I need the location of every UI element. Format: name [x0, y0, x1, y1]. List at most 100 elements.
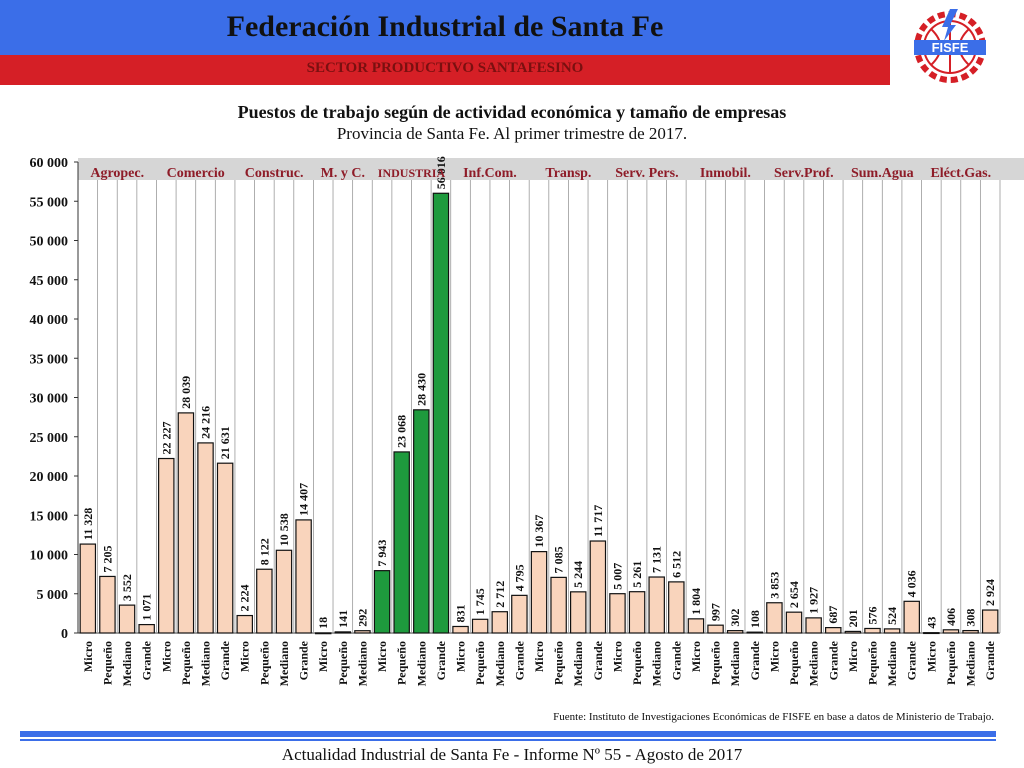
bar-value-label: 18 [316, 617, 330, 629]
bar-value-label: 6 512 [669, 551, 683, 578]
bar [373, 570, 391, 634]
bar-value-label: 5 261 [630, 561, 644, 588]
bar [491, 611, 509, 634]
x-tick-label: Mediano [728, 641, 742, 686]
x-tick-label: Grande [512, 640, 526, 680]
x-tick-label: Micro [159, 641, 173, 672]
x-tick-label: Pequeño [630, 641, 644, 685]
bar-value-label: 24 216 [199, 406, 213, 439]
x-tick-label: Pequeño [100, 641, 114, 685]
x-tick-label: Micro [532, 641, 546, 672]
sector-label: Sum.Agua [851, 166, 914, 181]
logo-text: FISFE [932, 40, 969, 55]
bar-value-label: 201 [846, 609, 860, 627]
bar-value-label: 5 007 [610, 563, 624, 590]
y-tick-label: 20 000 [30, 470, 69, 485]
bar-value-label: 1 927 [807, 587, 821, 614]
bar [413, 409, 430, 634]
y-tick-label: 5 000 [37, 588, 69, 603]
x-tick-label: Grande [748, 640, 762, 680]
x-tick-label: Pequeño [787, 641, 801, 685]
bar-value-label: 2 224 [238, 585, 252, 612]
sector-label: Inf.Com. [463, 166, 517, 181]
bar-value-label: 7 205 [100, 545, 114, 572]
bar-value-label: 406 [944, 608, 958, 626]
x-tick-label: Pequeño [179, 641, 193, 685]
bar [923, 632, 940, 635]
bar [432, 192, 450, 634]
y-tick-label: 30 000 [30, 392, 69, 407]
bar-value-label: 4 036 [905, 570, 919, 597]
y-tick-label: 0 [61, 627, 68, 642]
x-tick-label: Pequeño [395, 641, 409, 685]
bar-value-label: 1 071 [140, 594, 154, 621]
bar [216, 462, 234, 634]
bar-value-label: 11 717 [591, 505, 605, 537]
y-tick-label: 50 000 [30, 235, 69, 250]
x-tick-label: Mediano [571, 641, 585, 686]
sector-label: INDUSTRIA [378, 166, 446, 180]
header-subband [0, 55, 890, 85]
x-tick-label: Micro [767, 641, 781, 672]
sector-label: Agropec. [90, 166, 144, 181]
bar-value-label: 23 068 [395, 415, 409, 448]
sector-label: Serv. Pers. [615, 166, 678, 181]
x-tick-label: Grande [218, 640, 232, 680]
x-tick-label: Micro [454, 641, 468, 672]
bar [864, 627, 881, 634]
x-tick-label: Micro [81, 641, 95, 672]
sector-label: Construc. [245, 166, 304, 181]
y-tick-label: 40 000 [30, 313, 69, 328]
sector-label: Inmobil. [700, 166, 751, 181]
bar-value-label: 141 [336, 610, 350, 628]
x-tick-label: Mediano [277, 641, 291, 686]
bar [295, 519, 312, 634]
source-note: Fuente: Instituto de Investigaciones Eco… [553, 711, 994, 723]
bar-value-label: 108 [748, 610, 762, 628]
bar-value-label: 1 745 [473, 588, 487, 615]
chart-subtitle: Provincia de Santa Fe. Al primer trimest… [336, 124, 688, 143]
bar-value-label: 1 804 [689, 588, 703, 615]
x-tick-label: Grande [669, 640, 683, 680]
bar-value-label: 10 538 [277, 513, 291, 546]
bar [138, 623, 155, 634]
sector-label: M. y C. [321, 166, 365, 181]
bar-value-label: 576 [865, 606, 879, 624]
bar-value-label: 28 039 [179, 376, 193, 409]
x-tick-label: Micro [689, 641, 703, 672]
bar-value-label: 5 244 [571, 561, 585, 588]
bar [825, 627, 842, 634]
bar-value-label: 831 [454, 604, 468, 622]
bar-value-label: 2 654 [787, 581, 801, 608]
sector-label: Transp. [545, 166, 591, 181]
x-tick-label: Pequeño [473, 641, 487, 685]
bar [393, 451, 410, 634]
bar [256, 568, 273, 634]
y-tick-label: 55 000 [30, 195, 69, 210]
bar [569, 591, 587, 634]
sector-header-band [78, 158, 1024, 180]
bar [668, 581, 685, 634]
x-tick-label: Pequeño [257, 641, 271, 685]
y-tick-label: 45 000 [30, 274, 69, 289]
bar-value-label: 43 [924, 617, 938, 629]
bar-value-label: 302 [728, 609, 742, 627]
footer-text: Actualidad Industrial de Santa Fe - Info… [281, 745, 743, 764]
x-tick-label: Grande [434, 640, 448, 680]
bar [785, 611, 803, 634]
header-band [0, 0, 890, 55]
x-tick-label: Micro [316, 641, 330, 672]
bar-value-label: 28 430 [414, 373, 428, 406]
bar [609, 593, 626, 634]
bar [471, 618, 489, 634]
bar-value-label: 2 712 [493, 581, 507, 608]
header-subtitle: SECTOR PRODUCTIVO SANTAFESINO [306, 60, 584, 76]
bar-value-label: 3 552 [120, 574, 134, 601]
bar-chart: 0 5 000 10 000 15 000 20 000 25 000 30 000 35 0… [30, 156, 1024, 686]
x-tick-label: Pequeño [552, 641, 566, 685]
bar [766, 602, 783, 634]
bar [197, 442, 214, 634]
bar-value-label: 3 853 [767, 572, 781, 599]
bar [177, 412, 195, 634]
header-title: Federación Industrial de Santa Fe [226, 10, 664, 43]
